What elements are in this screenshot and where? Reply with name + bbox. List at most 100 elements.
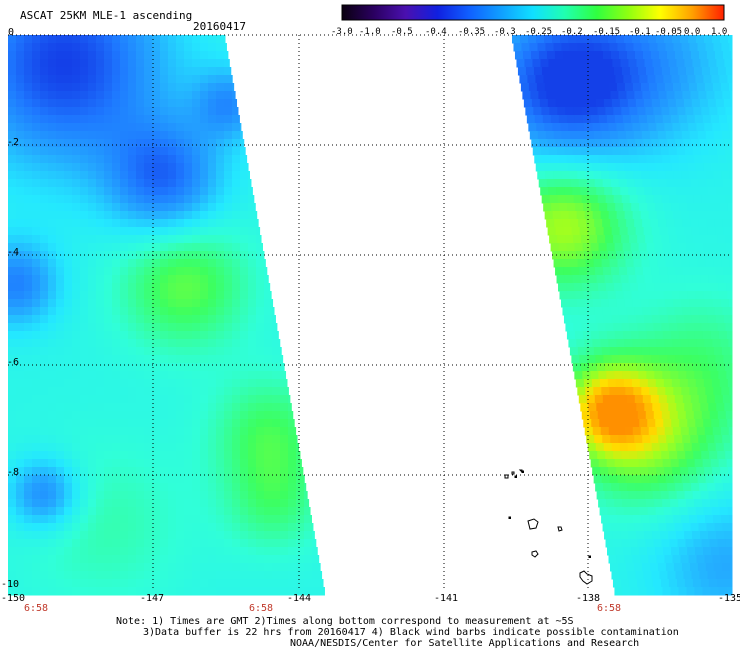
left-swath-cell xyxy=(120,307,129,316)
right-swath-cell xyxy=(633,259,643,268)
right-swath-cell xyxy=(702,283,711,292)
right-swath-cell xyxy=(569,171,578,180)
left-swath-cell xyxy=(248,419,257,428)
left-swath-cell xyxy=(16,99,25,108)
left-swath-cell xyxy=(64,259,73,268)
left-swath-cell xyxy=(256,275,265,284)
right-swath-cell xyxy=(688,299,698,308)
left-swath-cell xyxy=(32,75,41,84)
right-swath-cell xyxy=(703,379,713,388)
right-swath-cell xyxy=(680,83,690,92)
right-swath-cell xyxy=(670,283,679,292)
left-swath-cell xyxy=(80,539,89,548)
left-swath-cell xyxy=(80,75,89,84)
right-swath-cell xyxy=(629,411,639,420)
right-swath-cell xyxy=(665,43,674,52)
left-swath-cell xyxy=(32,123,41,132)
right-swath-cell xyxy=(525,67,535,76)
left-swath-cell xyxy=(160,179,169,188)
right-swath-cell xyxy=(671,507,681,516)
left-swath-cell xyxy=(24,371,33,380)
left-swath-cell xyxy=(168,163,177,172)
right-swath-cell xyxy=(575,163,585,172)
left-swath-cell xyxy=(232,163,241,172)
right-swath-cell xyxy=(711,203,720,212)
left-swath-cell xyxy=(248,507,257,516)
left-swath-cell xyxy=(208,187,217,196)
right-swath-cell xyxy=(677,539,687,548)
right-swath-cell xyxy=(693,323,702,332)
left-swath-cell xyxy=(24,227,33,236)
right-swath-cell xyxy=(647,547,656,556)
right-swath-cell xyxy=(573,323,582,332)
right-swath-cell xyxy=(616,339,625,348)
right-swath-cell xyxy=(654,331,664,340)
left-swath-cell xyxy=(32,99,41,108)
left-swath-cell xyxy=(192,443,201,452)
right-swath-cell xyxy=(687,75,696,84)
right-swath-cell xyxy=(723,139,732,148)
left-swath-cell xyxy=(160,259,169,268)
left-swath-cell xyxy=(184,267,193,276)
right-swath-cell xyxy=(653,67,663,76)
right-swath-cell xyxy=(722,523,732,532)
left-swath-cell xyxy=(24,475,33,484)
left-swath-cell xyxy=(128,187,137,196)
right-swath-cell xyxy=(728,35,733,44)
left-swath-cell xyxy=(200,51,209,60)
right-swath-cell xyxy=(616,467,625,476)
right-swath-cell xyxy=(686,371,695,380)
right-swath-cell xyxy=(585,131,595,140)
right-swath-cell xyxy=(693,539,703,548)
left-swath-cell xyxy=(144,211,153,220)
left-swath-cell xyxy=(264,587,273,596)
left-swath-cell xyxy=(208,563,217,572)
left-swath-cell xyxy=(152,571,161,580)
left-swath-cell xyxy=(248,403,257,412)
right-swath-cell xyxy=(650,51,660,60)
left-swath-cell xyxy=(88,539,97,548)
left-swath-cell xyxy=(152,83,161,92)
right-swath-cell xyxy=(651,483,660,492)
left-swath-cell xyxy=(64,443,73,452)
left-swath-cell xyxy=(184,419,193,428)
left-swath-cell xyxy=(104,395,113,404)
left-swath-cell xyxy=(184,59,193,68)
left-swath-cell xyxy=(152,475,161,484)
left-swath-cell xyxy=(104,419,113,428)
lon-label: -150 xyxy=(1,593,26,604)
left-swath-cell xyxy=(8,571,17,580)
right-swath-cell xyxy=(629,451,638,460)
left-swath-cell xyxy=(192,123,201,132)
right-swath-cell xyxy=(641,131,651,140)
right-swath-cell xyxy=(624,299,634,308)
left-swath-cell xyxy=(136,475,145,484)
left-swath-cell xyxy=(88,459,97,468)
right-swath-cell xyxy=(578,51,588,60)
right-swath-cell xyxy=(652,187,661,196)
left-swath-cell xyxy=(136,483,145,492)
left-swath-cell xyxy=(88,179,97,188)
left-swath-cell xyxy=(216,147,225,156)
left-swath-cell xyxy=(168,171,177,180)
left-swath-cell xyxy=(248,243,257,252)
right-swath-cell xyxy=(651,267,660,276)
left-swath-cell xyxy=(16,59,25,68)
left-swath-cell xyxy=(80,155,89,164)
right-swath-cell xyxy=(536,35,545,44)
right-swath-cell xyxy=(699,315,709,324)
left-swath-cell xyxy=(72,427,81,436)
left-swath-cell xyxy=(152,179,161,188)
left-swath-cell xyxy=(40,267,49,276)
right-swath-cell xyxy=(655,75,664,84)
left-swath-cell xyxy=(240,371,249,380)
left-swath-cell xyxy=(128,499,137,508)
left-swath-cell xyxy=(16,475,25,484)
left-swath-cell xyxy=(256,467,265,476)
left-swath-cell xyxy=(184,115,193,124)
left-swath-cell xyxy=(120,475,129,484)
right-swath-cell xyxy=(610,435,619,444)
right-swath-cell xyxy=(540,187,549,196)
left-swath-cell xyxy=(80,507,89,516)
